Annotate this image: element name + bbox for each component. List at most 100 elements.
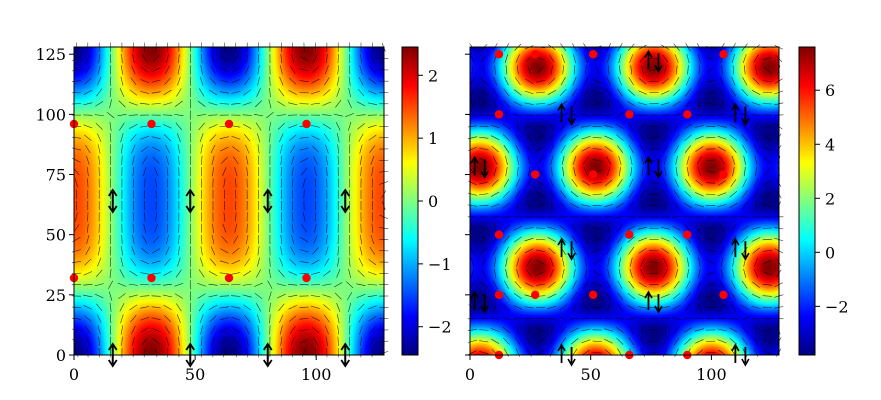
right-quiver-segment — [617, 178, 623, 187]
right-quiver-segment — [660, 90, 670, 95]
right-quiver-segment — [717, 146, 727, 152]
right-quiver-segment — [584, 268, 588, 278]
right-quiver-segment — [717, 339, 727, 344]
left-quiver-segment — [177, 257, 181, 267]
right-quiver-segment — [698, 257, 701, 267]
right-quiver-segment — [513, 216, 523, 218]
right-quiver-segment — [505, 167, 508, 177]
left-quiver-segment — [369, 326, 376, 334]
right-quiver-segment — [626, 216, 636, 218]
right-quiver-segment — [717, 114, 727, 116]
left-quiver-segment — [140, 103, 150, 105]
right-quiver-segment — [719, 76, 725, 86]
right-colorbar: −2 0 2 4 6 — [798, 46, 849, 356]
right-quiver-segment — [505, 155, 508, 165]
left-quiver-segment — [291, 155, 295, 165]
right-quiver-segment — [721, 65, 723, 75]
left-quiver-segment — [212, 223, 214, 233]
left-quiver-segment — [276, 114, 286, 116]
left-quiver-segment — [210, 325, 216, 335]
left-quiver-segment — [288, 124, 298, 129]
left-quiver-segment — [86, 54, 90, 64]
right-quiver-segment — [662, 133, 668, 142]
left-quiver-segment — [360, 155, 362, 165]
right-quiver-segment — [694, 135, 704, 140]
right-quiver-segment — [493, 268, 497, 278]
right-quiver-segment — [479, 351, 489, 355]
right-quiver-segment — [694, 328, 704, 332]
right-quiver-segment — [572, 155, 577, 165]
right-quiver-segment — [549, 133, 555, 142]
left-quiver-segment — [299, 249, 309, 253]
right-quiver-segment — [752, 247, 760, 254]
right-quiver-segment — [594, 65, 600, 75]
right-quiver-segment — [504, 76, 509, 86]
left-quiver-segment — [152, 156, 160, 164]
left-quiver-segment — [140, 66, 149, 73]
left-red-point — [147, 273, 156, 283]
left-quiver-segment — [299, 147, 309, 151]
right-quiver-segment — [628, 246, 635, 255]
left-quiver-segment — [288, 294, 298, 298]
right-quiver-segment — [469, 246, 476, 255]
right-quiver-segment — [559, 225, 568, 232]
left-quiver-segment — [177, 76, 181, 86]
left-quiver-segment — [245, 155, 249, 165]
right-quiver-segment — [685, 280, 691, 289]
left-quiver-segment — [326, 223, 328, 233]
right-red-point — [494, 110, 504, 119]
right-quiver-segment — [627, 304, 636, 310]
right-quiver-segment — [467, 125, 478, 128]
left-quiver-segment — [280, 155, 283, 165]
left-quiver-segment — [110, 76, 112, 86]
right-quiver-segment — [752, 281, 760, 288]
right-quiver-segment — [593, 55, 602, 62]
right-quiver-segment — [469, 88, 476, 97]
right-quiver-segment — [480, 54, 487, 63]
left-quiver-segment — [132, 234, 135, 245]
right-quiver-segment — [763, 156, 771, 164]
right-quiver-segment — [743, 65, 746, 75]
right-quiver-segment — [604, 192, 613, 197]
right-quiver-segment — [718, 180, 727, 186]
left-quiver-segment — [371, 167, 374, 177]
left-colorbar-tick-label: 0 — [428, 192, 438, 211]
left-quiver-segment — [178, 53, 180, 64]
right-quiver-segment — [729, 203, 738, 209]
right-quiver-segment — [675, 65, 678, 75]
left-quiver-segment — [348, 268, 351, 278]
right-quiver-segment — [503, 88, 510, 97]
left-quiver-segment — [84, 258, 92, 266]
right-quiver-segment — [492, 155, 498, 165]
right-quiver-segment — [559, 316, 568, 322]
left-quiver-segment — [143, 223, 147, 233]
left-quiver-segment — [98, 53, 100, 64]
left-quiver-segment — [357, 123, 365, 130]
left-quiver-segment — [360, 53, 362, 64]
left-quiver-segment — [256, 88, 261, 97]
left-quiver-segment — [155, 178, 158, 188]
right-quiver-segment — [467, 136, 477, 140]
arrow-head-up — [731, 237, 740, 246]
left-quiver-segment — [151, 248, 161, 254]
right-quiver-segment — [526, 337, 532, 346]
right-quiver-segment — [694, 192, 704, 197]
right-quiver-segment — [513, 101, 523, 107]
left-axes-frame — [73, 46, 385, 356]
right-quiver-segment — [660, 318, 670, 320]
right-quiver-segment — [616, 235, 623, 244]
right-red-point — [588, 290, 598, 300]
right-quiver-segment — [479, 329, 489, 331]
right-colorbar-tick-label: 6 — [825, 81, 835, 100]
right-quiver-segment — [617, 303, 623, 312]
arrow-head-down — [263, 205, 273, 214]
left-quiver-segment — [310, 284, 321, 286]
right-heatmap-image — [470, 47, 779, 355]
right-quiver-segment — [742, 144, 748, 154]
right-quiver-segment — [494, 65, 496, 75]
left-quiver-segment — [166, 347, 168, 358]
right-quiver-segment — [732, 65, 735, 75]
right-quiver-segment — [470, 268, 474, 278]
left-quiver-segment — [85, 65, 91, 74]
right-quiver-segment — [536, 203, 545, 208]
